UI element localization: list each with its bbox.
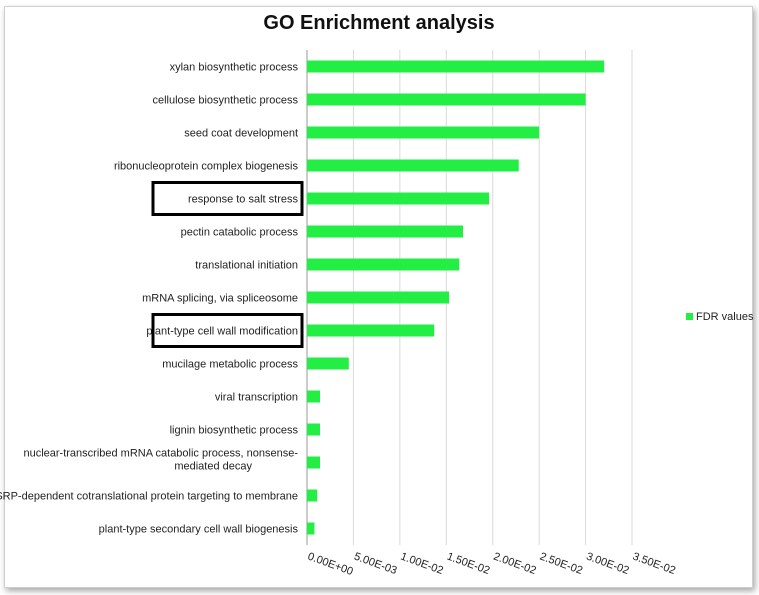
- x-tick-label: 5.00E-03: [352, 551, 398, 578]
- category-label: mucilage metabolic process: [162, 359, 298, 371]
- bar: [307, 456, 320, 469]
- bars: [307, 60, 605, 535]
- x-tick-label: 1.00E-02: [399, 551, 445, 578]
- x-tick-labels: 0.00E+005.00E-03 1.00E-02 1.50E-02 2.00E-02…: [306, 551, 677, 578]
- category-label: translational initiation: [195, 260, 298, 272]
- category-label: cellulose biosynthetic process: [152, 95, 298, 107]
- x-tick-label: 2.50E-02: [538, 551, 584, 578]
- bar: [307, 126, 540, 139]
- legend-swatch: [686, 313, 693, 320]
- chart-title: GO Enrichment analysis: [263, 12, 494, 34]
- category-label: plant-type cell wall modification: [146, 326, 298, 338]
- bar: [307, 489, 318, 502]
- bar: [307, 93, 586, 106]
- bar: [307, 258, 460, 271]
- bar: [307, 390, 320, 403]
- bar: [307, 192, 489, 205]
- bar: [307, 357, 349, 370]
- category-label: viral transcription: [215, 392, 298, 404]
- category-label: response to salt stress: [188, 194, 299, 206]
- highlight-boxes: [151, 181, 304, 348]
- highlight-box: [151, 313, 304, 348]
- category-label: ribonucleoprotein complex biogenesis: [114, 161, 299, 173]
- x-tick-label: 1.50E-02: [445, 551, 491, 578]
- category-label: nuclear-transcribed mRNA catabolic proce…: [23, 448, 298, 473]
- bar: [307, 225, 463, 238]
- bar: [307, 522, 315, 535]
- bar: [307, 159, 519, 172]
- legend: FDR values: [686, 311, 754, 323]
- bar: [307, 423, 320, 436]
- category-label: pectin catabolic process: [181, 227, 299, 239]
- legend-label: FDR values: [696, 311, 754, 323]
- bar: [307, 324, 435, 337]
- category-label: seed coat development: [184, 128, 298, 140]
- x-tick-label: 0.00E+00: [306, 551, 355, 578]
- highlight-box: [151, 181, 304, 216]
- category-label: lignin biosynthetic process: [170, 425, 299, 437]
- category-label: SRP-dependent cotranslational protein ta…: [0, 491, 298, 503]
- category-label: plant-type secondary cell wall biogenesi…: [99, 524, 299, 536]
- bar: [307, 291, 450, 304]
- x-tick-label: 3.50E-02: [631, 551, 677, 578]
- category-label: mRNA splicing, via spliceosome: [142, 293, 298, 305]
- category-labels: xylan biosynthetic process cellulose bios…: [0, 62, 298, 536]
- category-label: xylan biosynthetic process: [170, 62, 299, 74]
- x-tick-label: 2.00E-02: [492, 551, 538, 578]
- bar: [307, 60, 605, 73]
- x-tick-label: 3.00E-02: [585, 551, 631, 578]
